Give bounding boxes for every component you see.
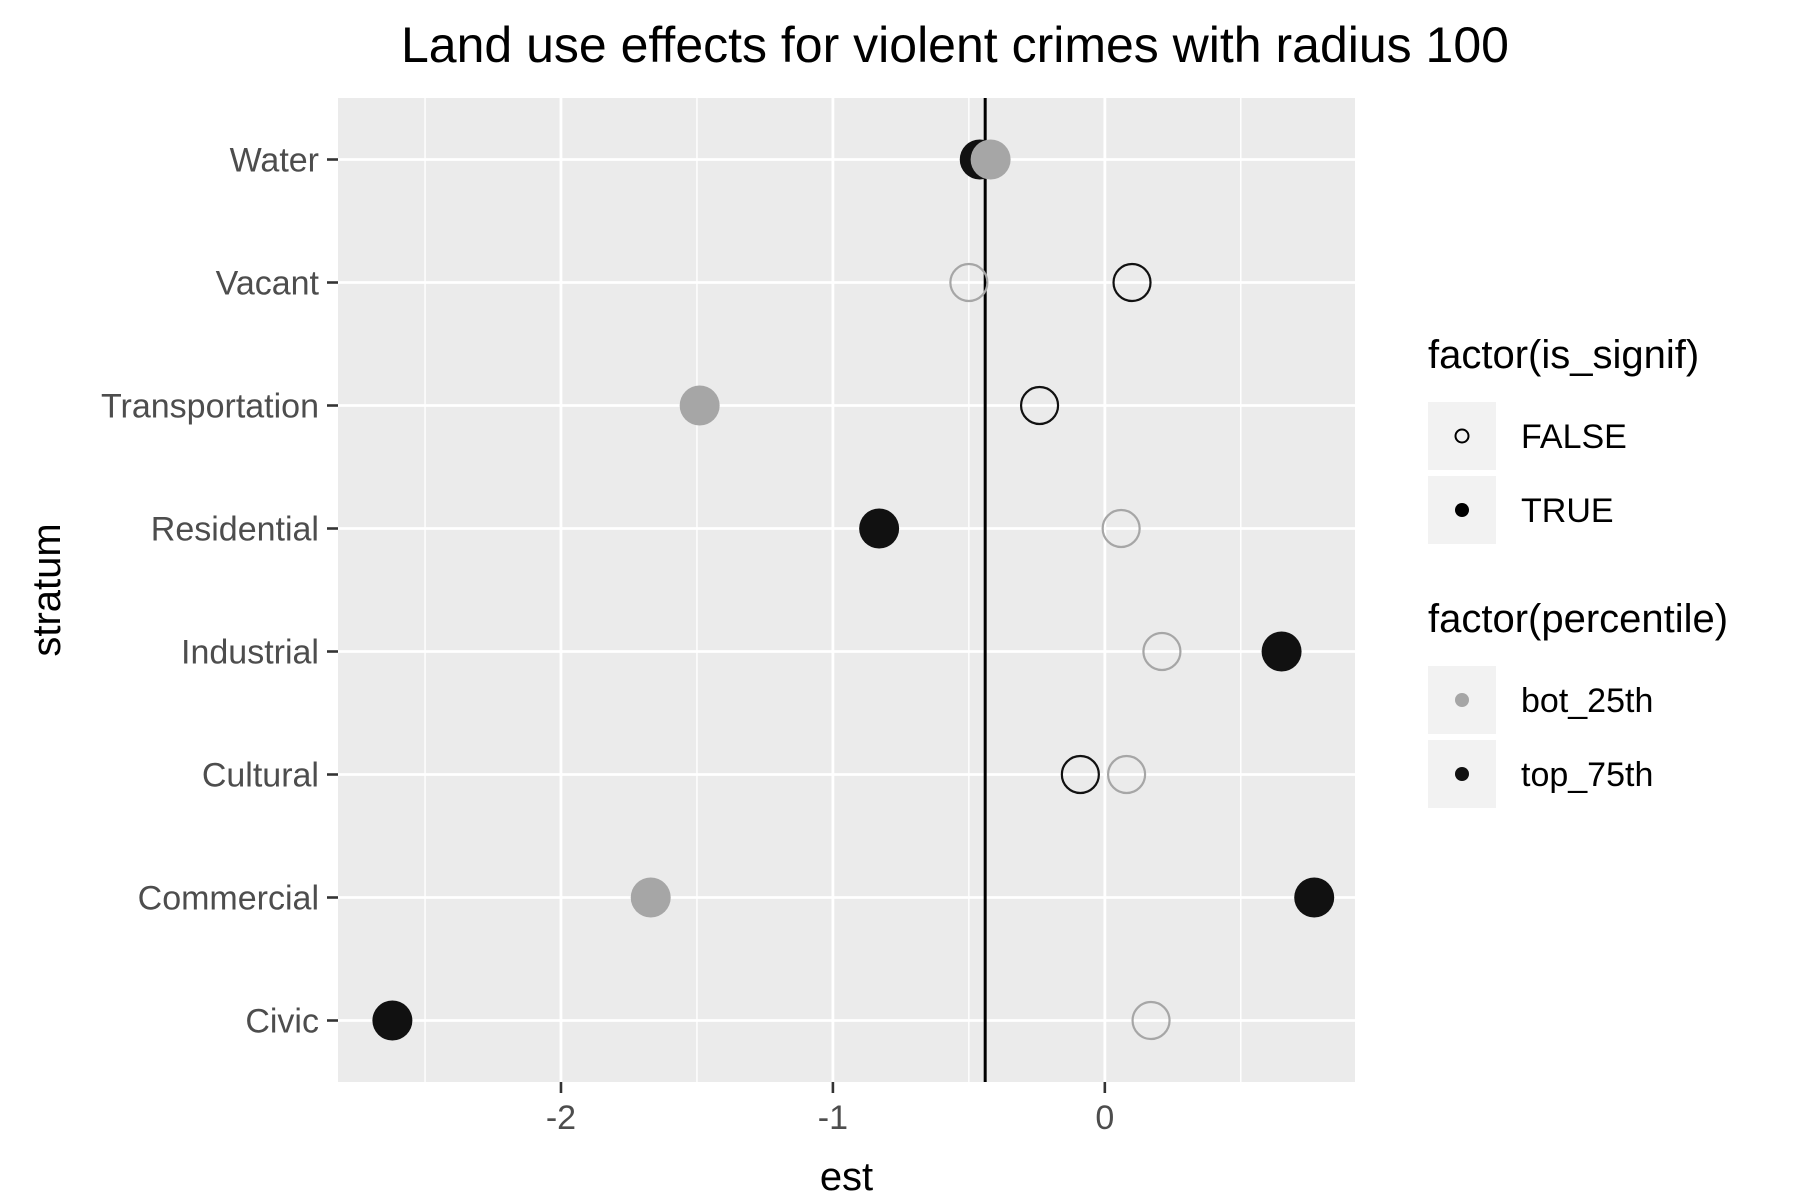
data-point bbox=[1261, 631, 1302, 672]
legend-label: FALSE bbox=[1521, 418, 1627, 456]
data-point bbox=[372, 1000, 413, 1041]
y-tick-label: Vacant bbox=[216, 265, 320, 303]
y-tick-label: Commercial bbox=[138, 880, 319, 918]
data-point bbox=[1131, 1000, 1171, 1041]
legend: factor(is_signif) FALSE TRUE factor(percent… bbox=[1428, 333, 1728, 808]
y-tick-label: Transportation bbox=[101, 388, 319, 426]
legend-label: top_75th bbox=[1521, 756, 1653, 794]
legend-symbol bbox=[1455, 767, 1469, 781]
legend-symbol bbox=[1455, 503, 1469, 517]
x-axis: -2 -1 0 bbox=[546, 1082, 1114, 1137]
y-tick-label: Industrial bbox=[181, 634, 319, 672]
x-tick-label: 0 bbox=[1095, 1099, 1114, 1137]
data-point bbox=[1060, 754, 1100, 795]
x-tick-label: -1 bbox=[818, 1099, 848, 1137]
y-axis-title: stratum bbox=[25, 523, 69, 656]
legend-symbol bbox=[1455, 693, 1469, 707]
grid-lines bbox=[338, 98, 1355, 1082]
x-tick-label: -2 bbox=[546, 1099, 576, 1137]
data-point bbox=[949, 262, 989, 303]
data-point bbox=[679, 385, 720, 426]
legend-title: factor(is_signif) bbox=[1428, 333, 1699, 377]
data-point bbox=[1019, 385, 1060, 426]
data-point bbox=[970, 139, 1011, 180]
data-point bbox=[630, 877, 671, 918]
legend-key bbox=[1428, 402, 1496, 470]
y-tick-label: Cultural bbox=[202, 757, 319, 795]
x-axis-title: est bbox=[820, 1155, 873, 1199]
data-points bbox=[372, 139, 1335, 1041]
data-point bbox=[1106, 754, 1147, 795]
plot-panel bbox=[338, 98, 1355, 1082]
legend-title: factor(percentile) bbox=[1428, 597, 1728, 641]
chart-title: Land use effects for violent crimes with… bbox=[401, 17, 1509, 73]
y-tick-label: Water bbox=[230, 142, 319, 180]
y-tick-label: Civic bbox=[245, 1003, 319, 1041]
data-point bbox=[1142, 631, 1182, 672]
data-point bbox=[1101, 508, 1141, 549]
data-point bbox=[1294, 877, 1335, 918]
data-point bbox=[859, 508, 900, 549]
data-point bbox=[1112, 262, 1152, 303]
legend-symbol bbox=[1454, 428, 1470, 444]
legend-label: TRUE bbox=[1521, 492, 1614, 530]
legend-label: bot_25th bbox=[1521, 682, 1653, 720]
y-tick-label: Residential bbox=[151, 511, 319, 549]
y-axis: Water Vacant Transportation Residential Indu… bbox=[101, 142, 338, 1041]
